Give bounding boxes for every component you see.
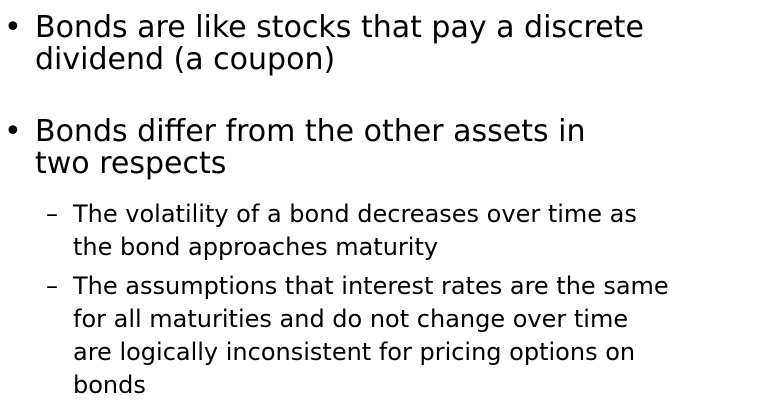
bullet-marker: • bbox=[4, 10, 22, 45]
bullet-text: Bonds differ from the other assets in tw… bbox=[35, 114, 586, 181]
sub-bullet-text: The assumptions that interest rates are … bbox=[73, 272, 669, 399]
bullet-text: Bonds are like stocks that pay a discret… bbox=[35, 10, 644, 77]
sub-bullet-marker: – bbox=[46, 272, 58, 300]
sub-bullet-text: The volatility of a bond decreases over … bbox=[73, 200, 637, 261]
sub-bullet-marker: – bbox=[46, 200, 58, 228]
bullet-marker: • bbox=[4, 114, 22, 149]
